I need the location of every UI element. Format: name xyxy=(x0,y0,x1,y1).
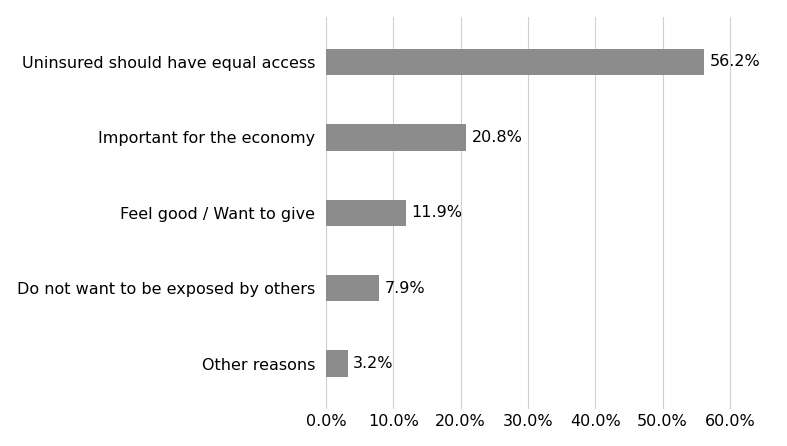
Bar xyxy=(326,199,406,226)
Text: 7.9%: 7.9% xyxy=(385,281,425,296)
Text: 20.8%: 20.8% xyxy=(471,130,523,145)
Bar xyxy=(326,49,704,75)
Bar xyxy=(326,351,348,377)
Text: 3.2%: 3.2% xyxy=(353,356,394,371)
Bar xyxy=(326,124,466,150)
Text: 11.9%: 11.9% xyxy=(412,205,463,220)
Text: 56.2%: 56.2% xyxy=(710,54,760,70)
Bar xyxy=(326,275,379,301)
